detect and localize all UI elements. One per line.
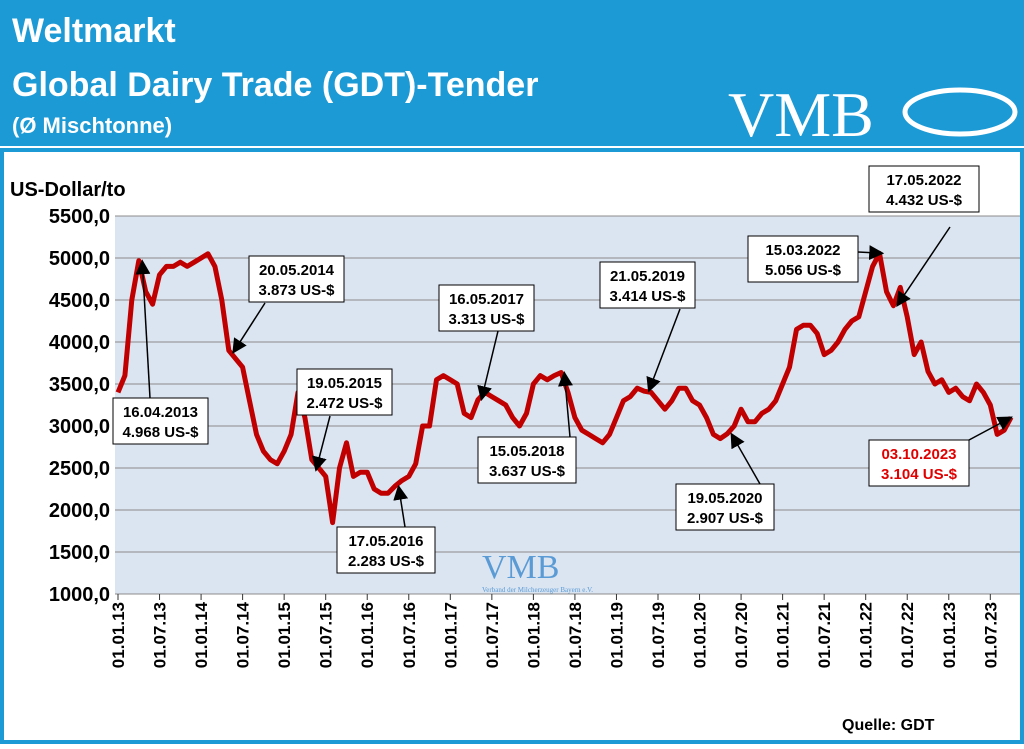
x-tick-label: 01.01.18 [524, 602, 543, 668]
y-tick-label: 3000,0 [49, 416, 110, 438]
x-tick-label: 01.01.17 [441, 602, 460, 668]
y-tick-label: 1500,0 [49, 542, 110, 564]
annotation-box [868, 165, 980, 213]
annotation-box [296, 368, 393, 416]
x-tick-label: 01.01.22 [857, 602, 876, 668]
annotation-value: 4.432 US-$ [886, 192, 963, 209]
y-tick-label: 1000,0 [49, 584, 110, 606]
x-tick-label: 01.07.13 [151, 602, 170, 668]
annotation-date: 21.05.2019 [610, 268, 685, 285]
annotation-box [477, 436, 577, 484]
annotation-date: 17.05.2022 [886, 172, 961, 189]
x-tick-label: 01.07.23 [981, 602, 1000, 668]
x-tick-label: 01.07.14 [234, 601, 253, 668]
annotation-value: 3.414 US-$ [610, 288, 687, 305]
annotation-arrow [857, 245, 885, 261]
x-tick-label: 01.07.21 [815, 602, 834, 668]
annotation-date: 16.04.2013 [123, 404, 198, 421]
y-axis-label: US-Dollar/to [10, 179, 126, 201]
x-tick-label: 01.01.14 [192, 601, 211, 668]
header-title: Weltmarkt [12, 12, 176, 50]
annotation-date: 15.03.2022 [765, 242, 840, 259]
x-tick-label: 01.01.15 [275, 602, 294, 668]
y-tick-label: 5000,0 [49, 248, 110, 270]
x-tick-label: 01.01.13 [109, 602, 128, 668]
annotation-box [868, 439, 970, 487]
annotation-date: 15.05.2018 [489, 443, 564, 460]
annotation-box [747, 235, 859, 283]
watermark-text: Verband der Milcherzeuger Bayern e.V. [482, 586, 593, 594]
y-tick-label: 2500,0 [49, 458, 110, 480]
annotation-arrow [896, 226, 951, 307]
annotation-box [675, 483, 775, 531]
annotation-arrow [312, 415, 331, 472]
x-tick-label: 01.07.22 [898, 602, 917, 668]
annotation-date: 16.05.2017 [449, 291, 524, 308]
annotation-value: 3.104 US-$ [881, 466, 958, 483]
watermark-logo: VMB [482, 549, 559, 586]
annotation-arrow [968, 416, 1013, 441]
annotation-date: 19.05.2020 [687, 490, 762, 507]
header-band [0, 0, 1024, 146]
y-tick-label: 2000,0 [49, 500, 110, 522]
annotation-arrow [730, 432, 761, 485]
x-tick-label: 01.07.16 [400, 602, 419, 668]
x-tick-label: 01.01.20 [691, 602, 710, 668]
annotation-box [438, 284, 535, 332]
annotation-box [248, 255, 345, 303]
annotation-date: 17.05.2016 [348, 533, 423, 550]
annotation-arrow [646, 308, 681, 393]
logo-swoosh [902, 87, 1018, 137]
annotation-date: 19.05.2015 [307, 375, 382, 392]
annotation-box [599, 261, 696, 309]
annotation-value: 3.873 US-$ [259, 282, 336, 299]
x-tick-label: 01.01.21 [774, 602, 793, 668]
annotation-value: 4.968 US-$ [123, 424, 200, 441]
annotation-value: 3.637 US-$ [489, 463, 566, 480]
header-note: (Ø Mischtonne) [12, 113, 172, 138]
x-tick-label: 01.07.17 [483, 602, 502, 668]
x-tick-label: 01.07.18 [566, 602, 585, 668]
x-tick-label: 01.01.16 [358, 602, 377, 668]
y-tick-label: 4500,0 [49, 290, 110, 312]
annotation-arrow [135, 259, 151, 399]
annotation-date: 20.05.2014 [259, 262, 335, 279]
annotation-value: 2.907 US-$ [687, 510, 764, 527]
x-tick-label: 01.01.19 [607, 602, 626, 668]
annotation-value: 2.283 US-$ [348, 553, 425, 570]
annotation-arrow [393, 484, 409, 528]
annotation-arrow [557, 370, 573, 438]
annotation-box [336, 526, 436, 574]
y-tick-label: 4000,0 [49, 332, 110, 354]
annotation-arrow [232, 302, 266, 354]
header-logo: VMB [728, 79, 874, 150]
annotation-arrow [477, 330, 499, 402]
annotation-value: 2.472 US-$ [307, 395, 384, 412]
x-tick-label: 01.07.15 [317, 602, 336, 668]
y-tick-label: 5500,0 [49, 206, 110, 228]
y-tick-label: 3500,0 [49, 374, 110, 396]
x-tick-label: 01.07.20 [732, 602, 751, 668]
annotation-box [112, 397, 209, 445]
x-tick-label: 01.01.23 [940, 602, 959, 668]
annotation-date: 03.10.2023 [881, 446, 956, 463]
source: Quelle: GDT [842, 717, 935, 734]
header-subtitle: Global Dairy Trade (GDT)-Tender [12, 66, 538, 104]
x-tick-label: 01.07.19 [649, 602, 668, 668]
annotation-value: 5.056 US-$ [765, 262, 842, 279]
annotation-value: 3.313 US-$ [449, 311, 526, 328]
